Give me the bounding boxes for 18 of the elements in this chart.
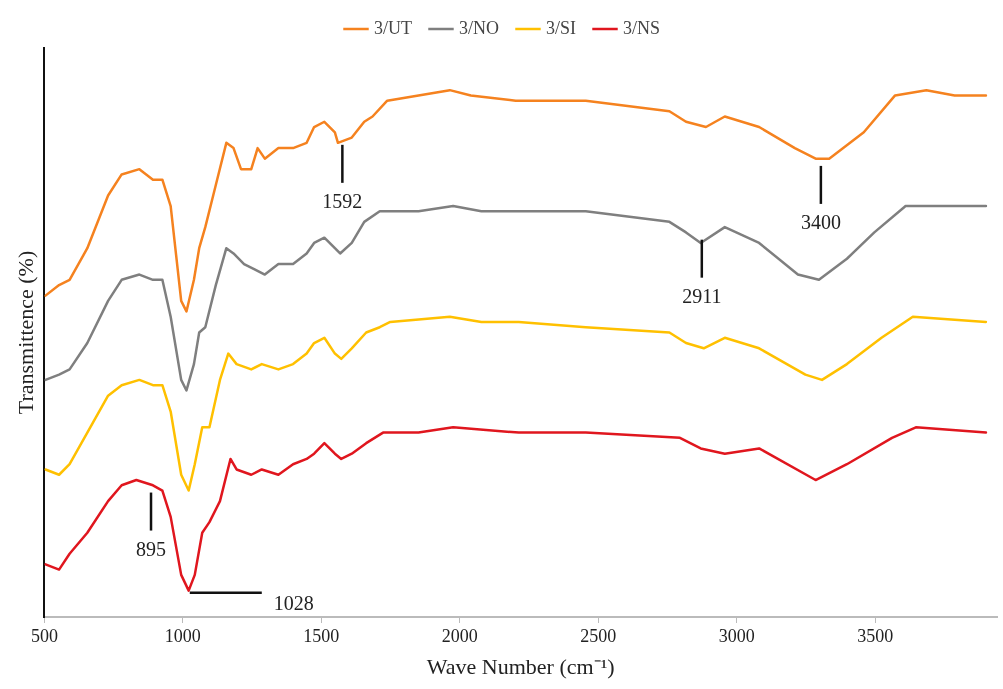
- x-axis-title: Wave Number (cm⁻¹): [426, 653, 615, 679]
- annotation: 2911: [682, 284, 722, 307]
- x-tick-label: 1000: [164, 625, 201, 646]
- x-tick-label: 3000: [718, 625, 755, 646]
- legend-label: 3/NO: [458, 17, 499, 38]
- x-tick-label: 2000: [441, 625, 478, 646]
- annotation: 3400: [800, 211, 841, 234]
- x-tick-label: 2500: [580, 625, 617, 646]
- x-tick-label: 500: [30, 625, 58, 646]
- y-axis-title: Transmittence (%): [12, 250, 38, 415]
- legend-label: 3/UT: [373, 17, 412, 38]
- annotation: 1028: [273, 591, 314, 614]
- x-tick-label: 3500: [857, 625, 894, 646]
- annotation: 1592: [322, 190, 363, 213]
- annotation: 895: [136, 537, 167, 560]
- legend-label: 3/SI: [545, 17, 576, 38]
- x-tick-label: 1500: [303, 625, 340, 646]
- legend-label: 3/NS: [622, 17, 661, 38]
